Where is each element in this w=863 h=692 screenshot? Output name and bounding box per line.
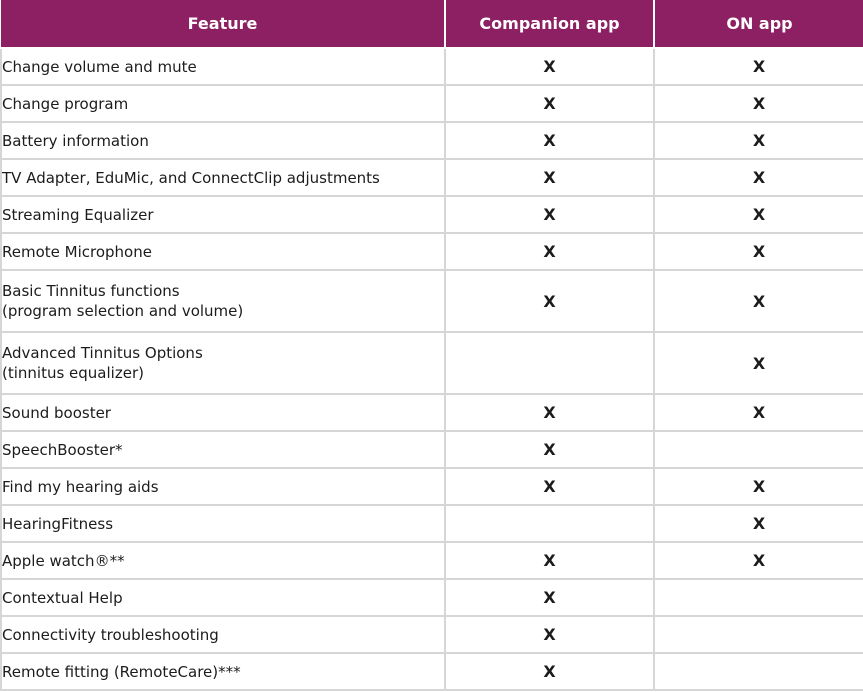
feature-label: Sound booster bbox=[2, 403, 111, 422]
companion-app-mark: X bbox=[444, 84, 655, 123]
on-app-mark: X bbox=[653, 331, 863, 395]
table-row: Contextual Help X bbox=[0, 578, 863, 617]
feature-cell: Battery information bbox=[0, 121, 446, 160]
on-app-mark: X bbox=[653, 195, 863, 234]
feature-label: Contextual Help bbox=[2, 588, 123, 607]
on-app-mark bbox=[653, 430, 863, 469]
table-row: Remote Microphone X X bbox=[0, 232, 863, 271]
feature-label: Connectivity troubleshooting bbox=[2, 625, 219, 644]
feature-label: SpeechBooster* bbox=[2, 440, 123, 459]
companion-app-mark: X bbox=[444, 269, 655, 333]
table-row: TV Adapter, EduMic, and ConnectClip adju… bbox=[0, 158, 863, 197]
feature-label: Basic Tinnitus functions bbox=[2, 282, 180, 300]
feature-cell: Sound booster bbox=[0, 393, 446, 432]
feature-label: Advanced Tinnitus Options bbox=[2, 344, 203, 362]
table-row: Battery information X X bbox=[0, 121, 863, 160]
feature-cell: Contextual Help bbox=[0, 578, 446, 617]
companion-app-mark bbox=[444, 504, 655, 543]
feature-label: (tinnitus equalizer) bbox=[2, 364, 144, 382]
table-row: Remote fitting (RemoteCare)*** X bbox=[0, 652, 863, 691]
table-row: Basic Tinnitus functions (program selecti… bbox=[0, 269, 863, 333]
table-row: Change volume and mute X X bbox=[0, 47, 863, 86]
on-app-mark: X bbox=[653, 393, 863, 432]
companion-app-mark: X bbox=[444, 158, 655, 197]
feature-cell: Basic Tinnitus functions (program selecti… bbox=[0, 269, 446, 333]
feature-cell: Apple watch®** bbox=[0, 541, 446, 580]
companion-app-mark: X bbox=[444, 578, 655, 617]
table-row: Sound booster X X bbox=[0, 393, 863, 432]
feature-cell: SpeechBooster* bbox=[0, 430, 446, 469]
on-app-mark bbox=[653, 615, 863, 654]
on-app-mark: X bbox=[653, 504, 863, 543]
companion-app-mark: X bbox=[444, 393, 655, 432]
table-row: SpeechBooster* X bbox=[0, 430, 863, 469]
companion-app-mark: X bbox=[444, 541, 655, 580]
feature-label: HearingFitness bbox=[2, 514, 114, 533]
on-app-mark bbox=[653, 578, 863, 617]
feature-label: (program selection and volume) bbox=[2, 302, 244, 320]
table-row: Apple watch®** X X bbox=[0, 541, 863, 580]
table-row: Connectivity troubleshooting X bbox=[0, 615, 863, 654]
companion-app-mark: X bbox=[444, 195, 655, 234]
companion-app-mark bbox=[444, 331, 655, 395]
feature-label: Find my hearing aids bbox=[2, 477, 159, 496]
feature-cell: Connectivity troubleshooting bbox=[0, 615, 446, 654]
header-feature: Feature bbox=[1, 0, 446, 49]
companion-app-mark: X bbox=[444, 467, 655, 506]
on-app-mark: X bbox=[653, 47, 863, 86]
table-row: Streaming Equalizer X X bbox=[0, 195, 863, 234]
header-on-app: ON app bbox=[653, 0, 863, 49]
feature-cell: Advanced Tinnitus Options (tinnitus equal… bbox=[0, 331, 446, 395]
feature-label: Streaming Equalizer bbox=[2, 205, 154, 224]
feature-label: Remote Microphone bbox=[2, 242, 152, 261]
feature-label: Apple watch®** bbox=[2, 551, 125, 570]
table-row: HearingFitness X bbox=[0, 504, 863, 543]
on-app-mark: X bbox=[653, 121, 863, 160]
feature-cell: TV Adapter, EduMic, and ConnectClip adju… bbox=[0, 158, 446, 197]
feature-cell: Find my hearing aids bbox=[0, 467, 446, 506]
feature-label: TV Adapter, EduMic, and ConnectClip adju… bbox=[2, 168, 380, 187]
feature-cell: Change volume and mute bbox=[0, 47, 446, 86]
feature-cell: Remote Microphone bbox=[0, 232, 446, 271]
header-row: Feature Companion app ON app bbox=[1, 0, 863, 49]
table-body: Change volume and mute X X Change program X X… bbox=[0, 47, 863, 691]
on-app-mark: X bbox=[653, 269, 863, 333]
header-companion-app: Companion app bbox=[444, 0, 655, 49]
feature-label: Remote fitting (RemoteCare)*** bbox=[2, 662, 241, 681]
feature-label: Change program bbox=[2, 94, 129, 113]
on-app-mark: X bbox=[653, 232, 863, 271]
companion-app-mark: X bbox=[444, 121, 655, 160]
feature-cell: Change program bbox=[0, 84, 446, 123]
companion-app-mark: X bbox=[444, 615, 655, 654]
companion-app-mark: X bbox=[444, 47, 655, 86]
feature-label: Battery information bbox=[2, 131, 149, 150]
on-app-mark: X bbox=[653, 84, 863, 123]
on-app-mark: X bbox=[653, 541, 863, 580]
feature-label: Change volume and mute bbox=[2, 57, 197, 76]
feature-cell: Remote fitting (RemoteCare)*** bbox=[0, 652, 446, 691]
companion-app-mark: X bbox=[444, 652, 655, 691]
feature-cell: HearingFitness bbox=[0, 504, 446, 543]
on-app-mark: X bbox=[653, 158, 863, 197]
feature-cell: Streaming Equalizer bbox=[0, 195, 446, 234]
table-row: Change program X X bbox=[0, 84, 863, 123]
on-app-mark bbox=[653, 652, 863, 691]
table-row: Advanced Tinnitus Options (tinnitus equal… bbox=[0, 331, 863, 395]
table-row: Find my hearing aids X X bbox=[0, 467, 863, 506]
companion-app-mark: X bbox=[444, 430, 655, 469]
companion-app-mark: X bbox=[444, 232, 655, 271]
on-app-mark: X bbox=[653, 467, 863, 506]
table-header: Feature Companion app ON app bbox=[1, 0, 863, 49]
